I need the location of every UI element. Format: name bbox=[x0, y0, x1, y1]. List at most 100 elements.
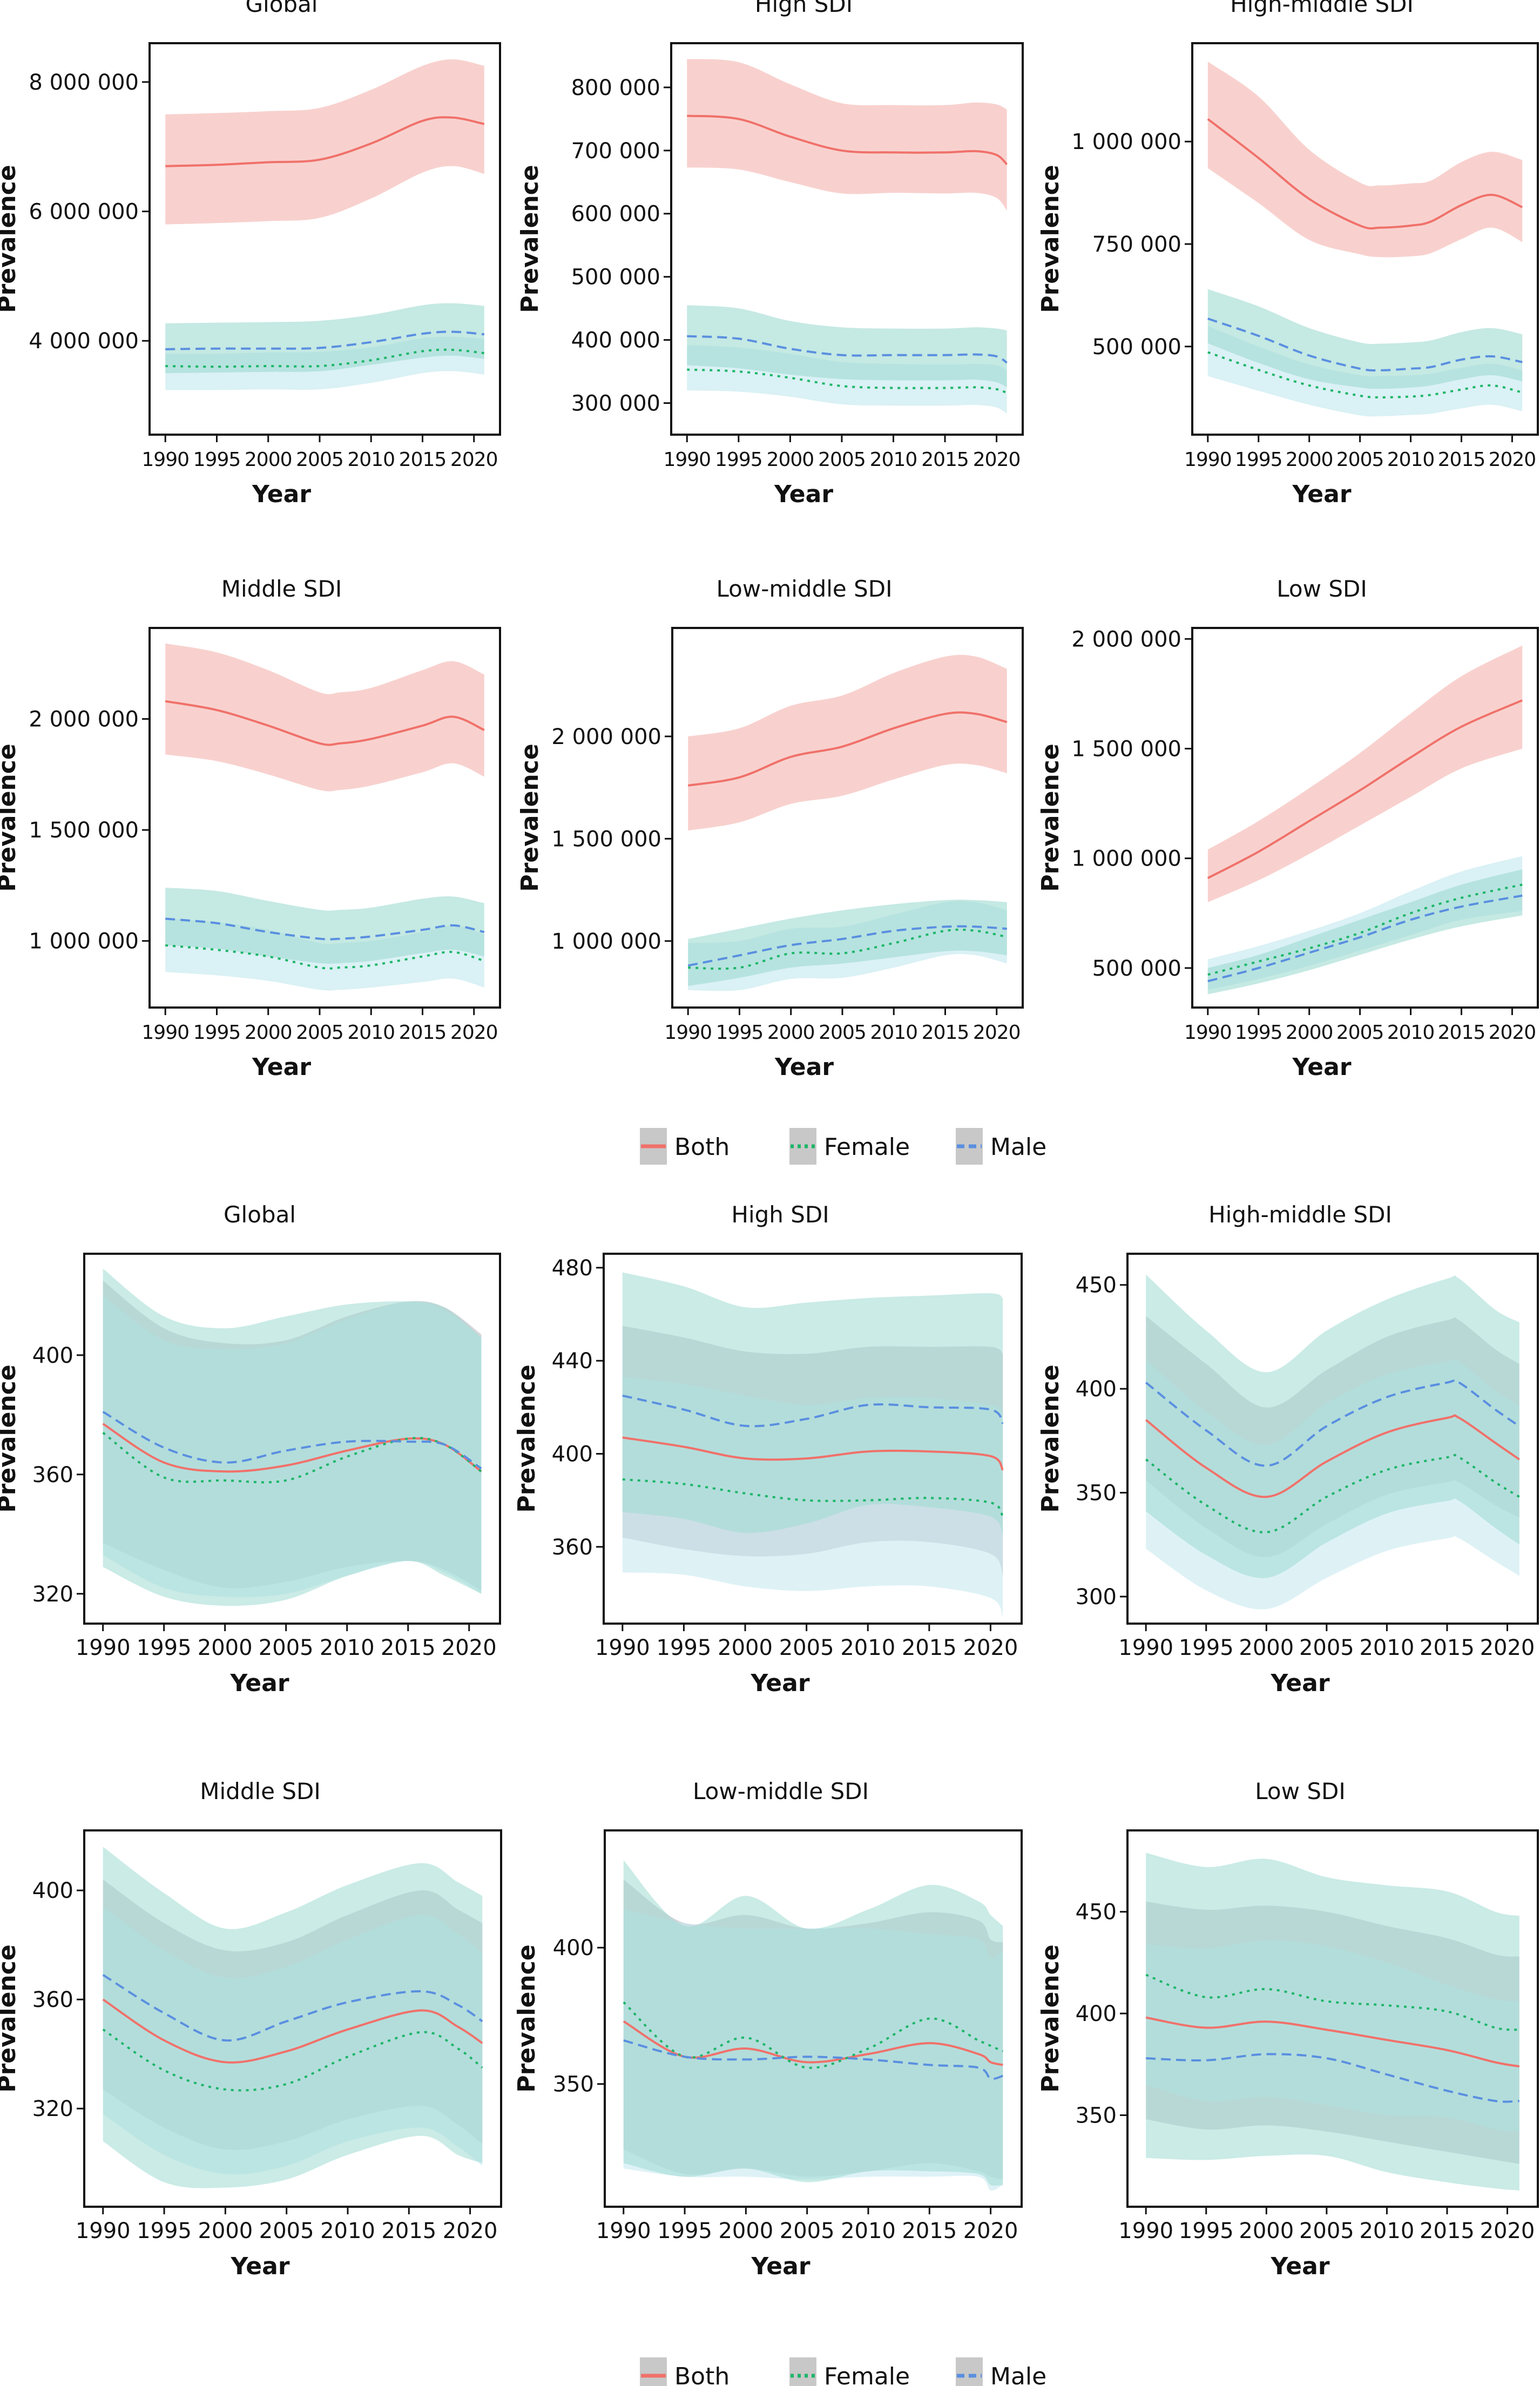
panel-frame bbox=[1191, 42, 1539, 436]
plot-area bbox=[687, 654, 1008, 991]
legend-label: Both bbox=[674, 1133, 730, 1161]
y-tick-label: 360 bbox=[32, 1463, 73, 1488]
x-tick-label: 2010 bbox=[347, 449, 395, 471]
x-axis-label: Year bbox=[229, 1669, 289, 1697]
legend-item-male: Male bbox=[956, 2357, 1046, 2386]
x-axis-label: Year bbox=[230, 2253, 289, 2280]
x-tick-label: 2000 bbox=[1286, 449, 1333, 471]
ci-band-male bbox=[1146, 1274, 1519, 1578]
y-axis-label: Prevalence bbox=[0, 165, 21, 313]
panel-title: High SDI bbox=[755, 0, 853, 17]
y-tick-label: 1 000 000 bbox=[1071, 130, 1181, 154]
line-both bbox=[102, 1998, 483, 2064]
x-tick-label: 2010 bbox=[1359, 1635, 1414, 1660]
y-tick-label: 300 bbox=[1076, 1585, 1117, 1610]
ci-band-male bbox=[623, 1860, 1003, 2186]
line-both bbox=[687, 711, 1008, 787]
ci-band-both bbox=[165, 59, 484, 225]
y-tick-label: 320 bbox=[32, 1582, 73, 1607]
x-tick-label: 2000 bbox=[767, 1022, 815, 1044]
x-tick-label: 2010 bbox=[347, 1022, 395, 1044]
legend-label: Female bbox=[824, 2363, 910, 2386]
ci-band-male bbox=[687, 305, 1007, 388]
y-axis-label: Prevalence bbox=[0, 1364, 21, 1512]
legend-top: Both Female Male bbox=[640, 1128, 1046, 1165]
y-axis-label: Prevalence bbox=[1037, 1944, 1064, 2092]
line-female bbox=[1207, 883, 1523, 976]
y-tick-label: 750 000 bbox=[1092, 232, 1181, 257]
panel-frame bbox=[1191, 627, 1539, 1009]
y-tick-label: 400 bbox=[32, 1878, 73, 1903]
y-tick-label: 320 bbox=[32, 2097, 73, 2121]
x-tick-label: 2010 bbox=[320, 1635, 375, 1660]
y-tick-label: 350 bbox=[1076, 2103, 1117, 2128]
x-tick-label: 2005 bbox=[259, 1635, 314, 1660]
panel-title: High-middle SDI bbox=[1208, 1201, 1392, 1228]
x-axis-label: Year bbox=[252, 481, 311, 508]
y-tick-label: 600 000 bbox=[571, 202, 660, 227]
legend-swatch bbox=[789, 2357, 816, 2386]
legend-label: Male bbox=[990, 2363, 1046, 2386]
y-tick-label: 350 bbox=[553, 2072, 594, 2097]
x-tick-label: 2020 bbox=[973, 1022, 1021, 1044]
x-tick-label: 2020 bbox=[973, 449, 1021, 471]
x-tick-label: 2020 bbox=[442, 1635, 497, 1660]
plot-area bbox=[1207, 62, 1523, 417]
ci-band-male bbox=[1146, 1853, 1519, 2191]
x-tick-label: 2000 bbox=[1239, 1635, 1294, 1660]
line-male bbox=[1207, 894, 1523, 983]
panel-title: Low-middle SDI bbox=[716, 576, 892, 602]
x-tick-label: 2005 bbox=[259, 2219, 314, 2243]
ci-band-male bbox=[1207, 869, 1523, 995]
line-female bbox=[1207, 351, 1523, 398]
y-axis-label: Prevalence bbox=[0, 743, 21, 891]
x-tick-label: 1990 bbox=[1118, 2219, 1173, 2243]
y-tick-label: 500 000 bbox=[571, 265, 660, 290]
line-male bbox=[165, 330, 484, 350]
x-tick-label: 1995 bbox=[193, 1022, 241, 1044]
line-male bbox=[1145, 1378, 1520, 1467]
y-tick-label: 1 500 000 bbox=[551, 827, 661, 851]
panel-counts-low-middle-sdi: Low-middle SDI 1990 1995 2000 2005 2010 2015 20… bbox=[516, 576, 1024, 1081]
ci-band-male bbox=[688, 900, 1007, 986]
line-female bbox=[1145, 1454, 1520, 1533]
panel-counts-middle-sdi: Middle SDI 1990 1995 2000 2005 2010 2015 2020 2 … bbox=[0, 576, 501, 1081]
x-tick-label: 2005 bbox=[1299, 1635, 1354, 1660]
x-tick-label: 2020 bbox=[963, 2219, 1018, 2243]
y-tick-label: 400 000 bbox=[571, 328, 660, 353]
y-tick-label: 1 000 000 bbox=[551, 929, 661, 954]
x-tick-label: 1995 bbox=[137, 2219, 192, 2243]
x-tick-label: 1995 bbox=[1179, 1635, 1234, 1660]
y-axis-label: Prevalence bbox=[516, 165, 544, 313]
x-tick-label: 1995 bbox=[716, 1022, 764, 1044]
panel-rates-high-middle-sdi: High-middle SDI 1990 1995 2000 2005 2010 2015 2… bbox=[1037, 1201, 1539, 1697]
ci-band-male bbox=[103, 1268, 482, 1606]
legend-item-both: Both bbox=[640, 1128, 730, 1165]
x-axis-label: Year bbox=[750, 1669, 809, 1697]
y-tick-label: 480 bbox=[552, 1256, 593, 1281]
panel-rates-low-sdi: Low SDI 1990 1995 2000 2005 2010 2015 2020 450 40… bbox=[1037, 1778, 1539, 2280]
line-male bbox=[687, 335, 1008, 364]
line-female bbox=[165, 348, 485, 368]
x-tick-label: 2005 bbox=[818, 449, 866, 471]
x-tick-label: 2000 bbox=[198, 1635, 253, 1660]
y-tick-label: 6 000 000 bbox=[29, 200, 139, 225]
x-tick-label: 2015 bbox=[1438, 1022, 1485, 1044]
y-tick-label: 300 000 bbox=[571, 391, 660, 416]
line-both bbox=[1207, 118, 1523, 230]
legend-swatch bbox=[640, 2357, 667, 2386]
panel-frame bbox=[148, 627, 501, 1009]
x-tick-label: 2010 bbox=[1359, 2219, 1414, 2243]
panel-title: High SDI bbox=[731, 1201, 829, 1228]
y-tick-label: 8 000 000 bbox=[29, 70, 139, 95]
line-female bbox=[1145, 1973, 1519, 2031]
y-axis-label: Prevalence bbox=[513, 1364, 541, 1512]
y-tick-label: 800 000 bbox=[571, 76, 660, 100]
legend-bottom: Both Female Male bbox=[640, 2357, 1046, 2386]
x-tick-label: 1995 bbox=[137, 1635, 192, 1660]
panel-frame bbox=[670, 42, 1024, 436]
y-axis-label: Prevalence bbox=[1037, 1364, 1064, 1512]
x-tick-label: 1990 bbox=[596, 2219, 651, 2243]
x-tick-label: 2005 bbox=[296, 449, 343, 471]
